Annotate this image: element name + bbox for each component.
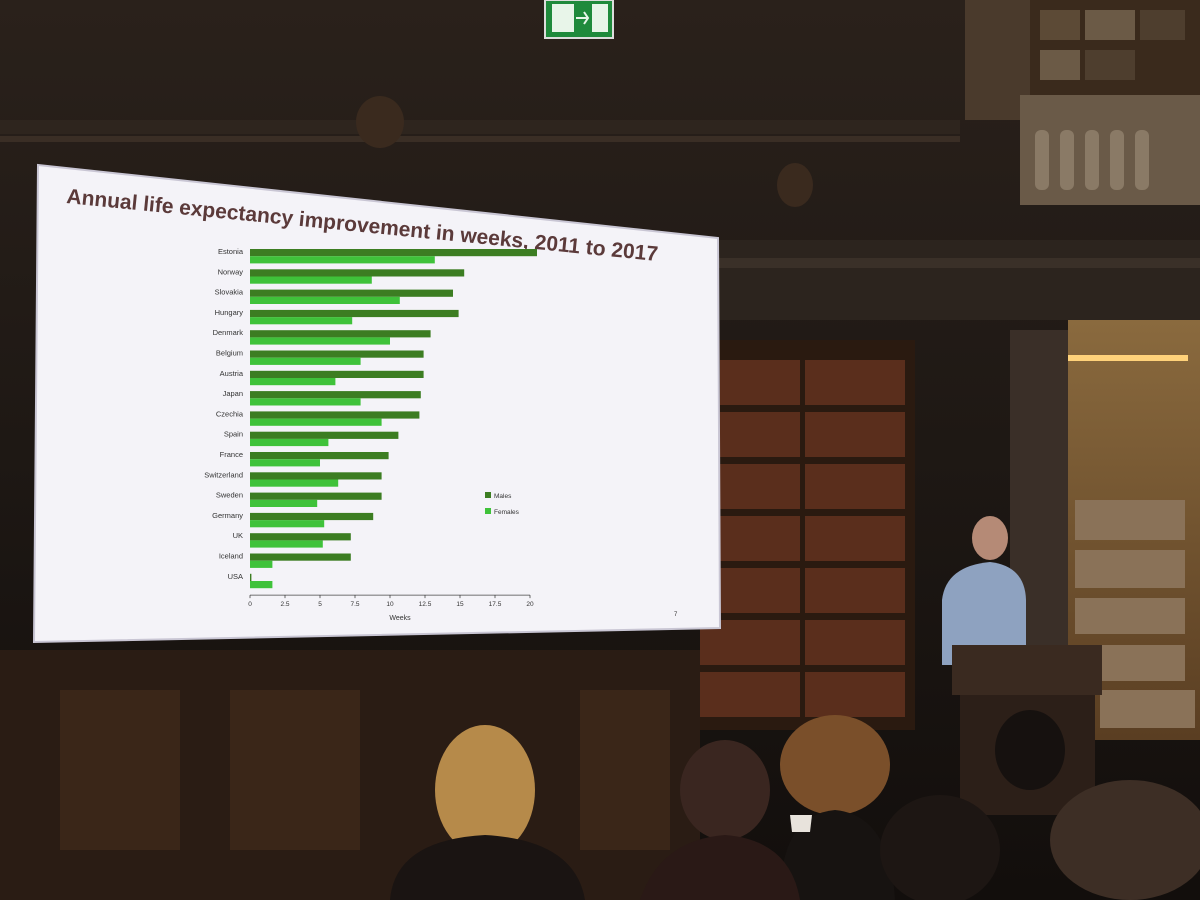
wall-medallion bbox=[777, 163, 813, 207]
ceiling-moulding bbox=[0, 120, 960, 134]
exit-sign bbox=[544, 0, 614, 39]
middle-bookshelf bbox=[700, 340, 915, 730]
wall-medallion bbox=[356, 96, 404, 148]
upper-books bbox=[1040, 10, 1185, 80]
alcove-light bbox=[1068, 355, 1188, 361]
audience bbox=[390, 710, 1200, 900]
entablature bbox=[715, 240, 1200, 320]
projection-screen bbox=[34, 165, 720, 642]
speaker bbox=[942, 516, 1026, 665]
